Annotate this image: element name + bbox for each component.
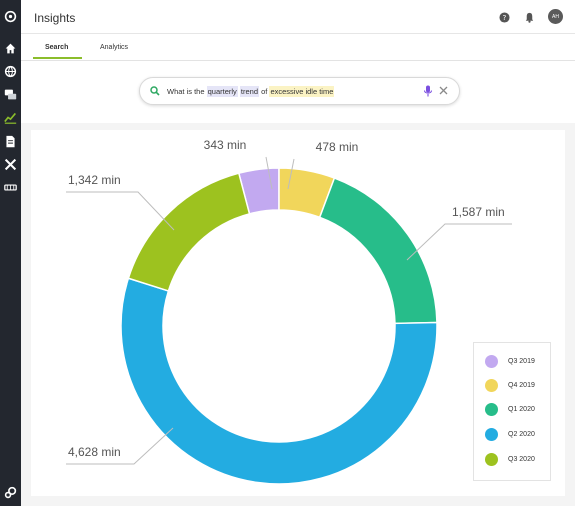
- chat-icon[interactable]: [2, 86, 19, 103]
- tools-icon[interactable]: [2, 156, 19, 173]
- query-token-quarterly: quarterly: [206, 86, 238, 97]
- legend-swatch: [485, 379, 498, 392]
- legend-swatch: [485, 453, 498, 466]
- query-token: What is the: [167, 87, 205, 96]
- active-tab-indicator: [33, 57, 82, 59]
- clear-icon[interactable]: [439, 86, 448, 95]
- slice-value-label: 1,342 min: [68, 173, 121, 187]
- label-leader-line: [406, 223, 512, 261]
- legend-item: Q1 2020: [485, 403, 535, 416]
- sidebar: [0, 0, 21, 506]
- chart-legend: Q3 2019 Q4 2019 Q1 2020 Q2 2020 Q3 2020: [473, 342, 551, 481]
- legend-item: Q2 2020: [485, 428, 535, 441]
- label-leader-line: [66, 191, 175, 231]
- tab-bar: Search Analytics: [21, 34, 575, 61]
- legend-label: Q2 2020: [508, 431, 535, 438]
- legend-label: Q3 2019: [508, 358, 535, 365]
- bell-icon[interactable]: [523, 11, 535, 23]
- search-query: What is the quarterly trend of excessive…: [167, 86, 335, 97]
- slice-value-label: 478 min: [316, 140, 359, 154]
- truck-icon[interactable]: [2, 179, 19, 196]
- legend-item: Q3 2019: [485, 355, 535, 368]
- slice-value-label: 343 min: [204, 138, 247, 152]
- legend-label: Q1 2020: [508, 406, 535, 413]
- label-leader-line: [287, 158, 295, 190]
- donut-slice-q3-2020[interactable]: [127, 172, 251, 292]
- app-header: Insights ? AH: [21, 0, 575, 34]
- query-token: of: [261, 87, 268, 96]
- label-leader-line: [66, 427, 174, 465]
- logo-icon[interactable]: [2, 8, 19, 25]
- donut-slice-q2-2020[interactable]: [120, 277, 438, 485]
- legend-swatch: [485, 428, 498, 441]
- tab-analytics[interactable]: Analytics: [100, 44, 129, 51]
- document-icon[interactable]: [2, 133, 19, 150]
- help-icon[interactable]: ?: [498, 11, 510, 23]
- legend-swatch: [485, 355, 498, 368]
- globe-icon[interactable]: [2, 63, 19, 80]
- settings-gear-icon[interactable]: [2, 484, 19, 501]
- legend-label: Q4 2019: [508, 382, 535, 389]
- app-title: Insights: [34, 11, 76, 25]
- legend-swatch: [485, 403, 498, 416]
- donut-slice-q1-2020[interactable]: [318, 177, 438, 325]
- insights-chart-icon[interactable]: [2, 109, 19, 126]
- user-avatar[interactable]: AH: [548, 9, 563, 24]
- search-area: What is the quarterly trend of excessive…: [21, 61, 575, 123]
- microphone-icon[interactable]: [423, 85, 433, 97]
- search-icon: [150, 86, 160, 96]
- tab-search[interactable]: Search: [45, 44, 69, 51]
- slice-value-label: 1,587 min: [452, 205, 505, 219]
- search-input[interactable]: What is the quarterly trend of excessive…: [139, 77, 460, 105]
- home-icon[interactable]: [2, 40, 19, 57]
- svg-text:?: ?: [502, 13, 506, 22]
- legend-item: Q3 2020: [485, 453, 535, 466]
- query-token-trend: trend: [239, 86, 259, 97]
- query-token-idle-time: excessive idle time: [269, 86, 335, 97]
- slice-value-label: 4,628 min: [68, 445, 121, 459]
- legend-item: Q4 2019: [485, 379, 535, 392]
- label-leader-line: [265, 156, 273, 190]
- legend-label: Q3 2020: [508, 456, 535, 463]
